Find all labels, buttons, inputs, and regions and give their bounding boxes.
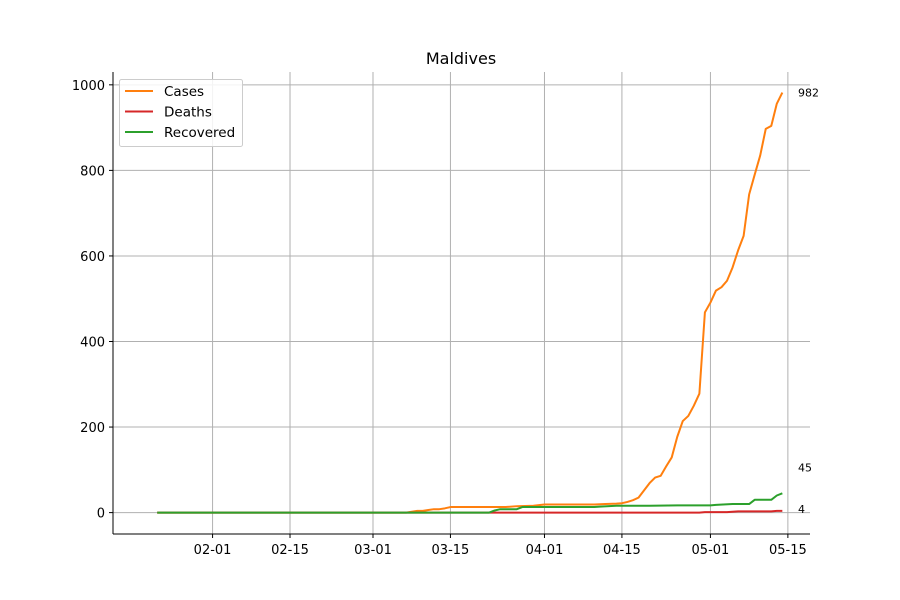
x-tick-label: 04-15 [603,543,641,558]
grid [113,72,810,534]
x-tick-label: 04-01 [526,543,564,558]
x-tick-label: 02-15 [271,543,309,558]
series-line-deaths [157,509,783,514]
y-tick-label: 1000 [72,79,105,94]
y-tick-label: 200 [80,421,105,436]
x-tick-label: 02-01 [194,543,232,558]
axes [112,72,810,535]
legend-label-recovered: Recovered [164,125,235,141]
x-tick-label: 03-01 [354,543,392,558]
legend-label-cases: Cases [164,84,204,100]
legend-label-deaths: Deaths [164,105,212,121]
series-line-cases [157,92,784,514]
x-tick-label: 05-15 [769,543,807,558]
series-line-recovered [157,492,783,514]
chart-title: Maldives [426,49,496,68]
legend-box [119,79,243,147]
end-label-deaths: 4 [798,503,805,516]
end-label-recovered: 45 [798,461,812,474]
y-tick-label: 600 [80,250,105,265]
y-tick-label: 400 [80,336,105,351]
end-labels: 982 4 45 [798,87,819,516]
x-tick-label: 03-15 [432,543,470,558]
legend: Cases Deaths Recovered [119,79,243,147]
y-tick-label: 0 [97,507,105,522]
end-label-cases: 982 [798,87,819,100]
y-tick-label: 800 [80,164,105,179]
ticks: 02-01 02-15 03-01 03-15 04-01 04-15 05-01 05-15… [72,79,807,558]
x-tick-label: 05-01 [692,543,730,558]
series [157,92,784,514]
